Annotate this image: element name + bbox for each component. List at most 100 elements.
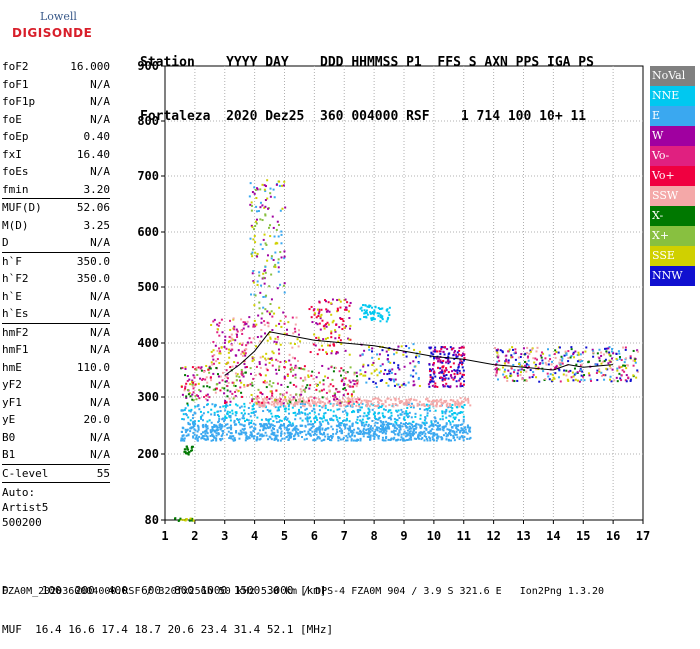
echo-point	[352, 439, 355, 442]
echo-point	[279, 393, 282, 396]
echo-point	[417, 434, 420, 437]
echo-point	[326, 427, 329, 430]
echo-point	[257, 432, 260, 435]
echo-point	[296, 338, 299, 341]
echo-point	[463, 431, 466, 434]
echo-point	[579, 364, 582, 367]
echo-point	[451, 420, 454, 423]
echo-point	[320, 308, 323, 311]
echo-point	[317, 413, 320, 416]
echo-point	[272, 352, 275, 355]
echo-point	[395, 421, 398, 424]
echo-point	[342, 320, 345, 323]
echo-point	[231, 348, 234, 351]
echo-point	[554, 349, 557, 352]
echo-point	[381, 315, 384, 318]
echo-point	[263, 424, 266, 427]
echo-point	[298, 393, 301, 396]
echo-point	[181, 393, 184, 396]
echo-point	[347, 400, 350, 403]
echo-point	[253, 186, 256, 189]
echo-point	[285, 328, 288, 331]
echo-point	[456, 436, 459, 439]
echo-point	[256, 395, 259, 398]
echo-point	[323, 404, 326, 407]
echo-point	[542, 352, 545, 355]
echo-point	[278, 322, 281, 325]
echo-point	[279, 283, 282, 286]
echo-point	[318, 310, 321, 313]
echo-point	[351, 411, 354, 414]
echo-point	[432, 439, 435, 442]
echo-point	[256, 252, 259, 255]
echo-point	[282, 404, 285, 407]
echo-point	[288, 435, 291, 438]
echo-point	[448, 402, 451, 405]
echo-point	[293, 357, 296, 360]
echo-point	[229, 403, 232, 406]
echo-point	[432, 402, 435, 405]
echo-point	[359, 439, 362, 442]
echo-point	[270, 385, 273, 388]
echo-point	[184, 428, 187, 431]
echo-point	[260, 433, 263, 436]
echo-point	[437, 360, 440, 363]
echo-point	[434, 399, 437, 402]
echo-point	[441, 378, 444, 381]
echo-point	[216, 331, 219, 334]
echo-point	[467, 399, 470, 402]
echo-point	[368, 306, 371, 309]
echo-point	[258, 271, 261, 274]
echo-point	[268, 361, 271, 364]
echo-point	[605, 367, 608, 370]
echo-point	[429, 409, 432, 412]
echo-point	[269, 187, 272, 190]
echo-point	[315, 388, 318, 391]
echo-point	[191, 445, 194, 448]
echo-point	[429, 374, 432, 377]
echo-point	[327, 422, 330, 425]
echo-point	[294, 366, 297, 369]
param-name: h`E	[2, 289, 22, 303]
echo-point	[414, 412, 417, 415]
echo-point	[392, 423, 395, 426]
echo-point	[344, 409, 347, 412]
echo-point	[199, 416, 202, 419]
echo-point	[510, 354, 513, 357]
echo-point	[266, 179, 269, 182]
echo-point	[174, 517, 177, 520]
echo-point	[414, 427, 417, 430]
echo-point	[460, 360, 463, 363]
echo-point	[372, 312, 375, 315]
echo-point	[213, 318, 216, 321]
echo-point	[446, 428, 449, 431]
echo-point	[397, 414, 400, 417]
echo-point	[387, 422, 390, 425]
echo-point	[454, 404, 457, 407]
echo-point	[318, 390, 321, 393]
echo-point	[356, 401, 359, 404]
echo-point	[265, 386, 268, 389]
echo-point	[463, 380, 466, 383]
echo-point	[389, 409, 392, 412]
echo-point	[239, 406, 242, 409]
echo-point	[449, 421, 452, 424]
echo-point	[276, 242, 279, 245]
echo-point	[283, 398, 286, 401]
echo-point	[341, 328, 344, 331]
echo-point	[251, 398, 254, 401]
echo-point	[312, 309, 315, 312]
echo-point	[311, 409, 314, 412]
echo-point	[409, 435, 412, 438]
echo-point	[390, 398, 393, 401]
echo-point	[463, 403, 466, 406]
echo-point	[243, 417, 246, 420]
echo-point	[378, 411, 381, 414]
echo-point	[375, 434, 378, 437]
echo-point	[264, 213, 267, 216]
echo-point	[243, 352, 246, 355]
echo-point	[374, 397, 377, 400]
echo-point	[381, 426, 384, 429]
echo-point	[259, 356, 262, 359]
legend-item-x: X-	[650, 206, 695, 226]
